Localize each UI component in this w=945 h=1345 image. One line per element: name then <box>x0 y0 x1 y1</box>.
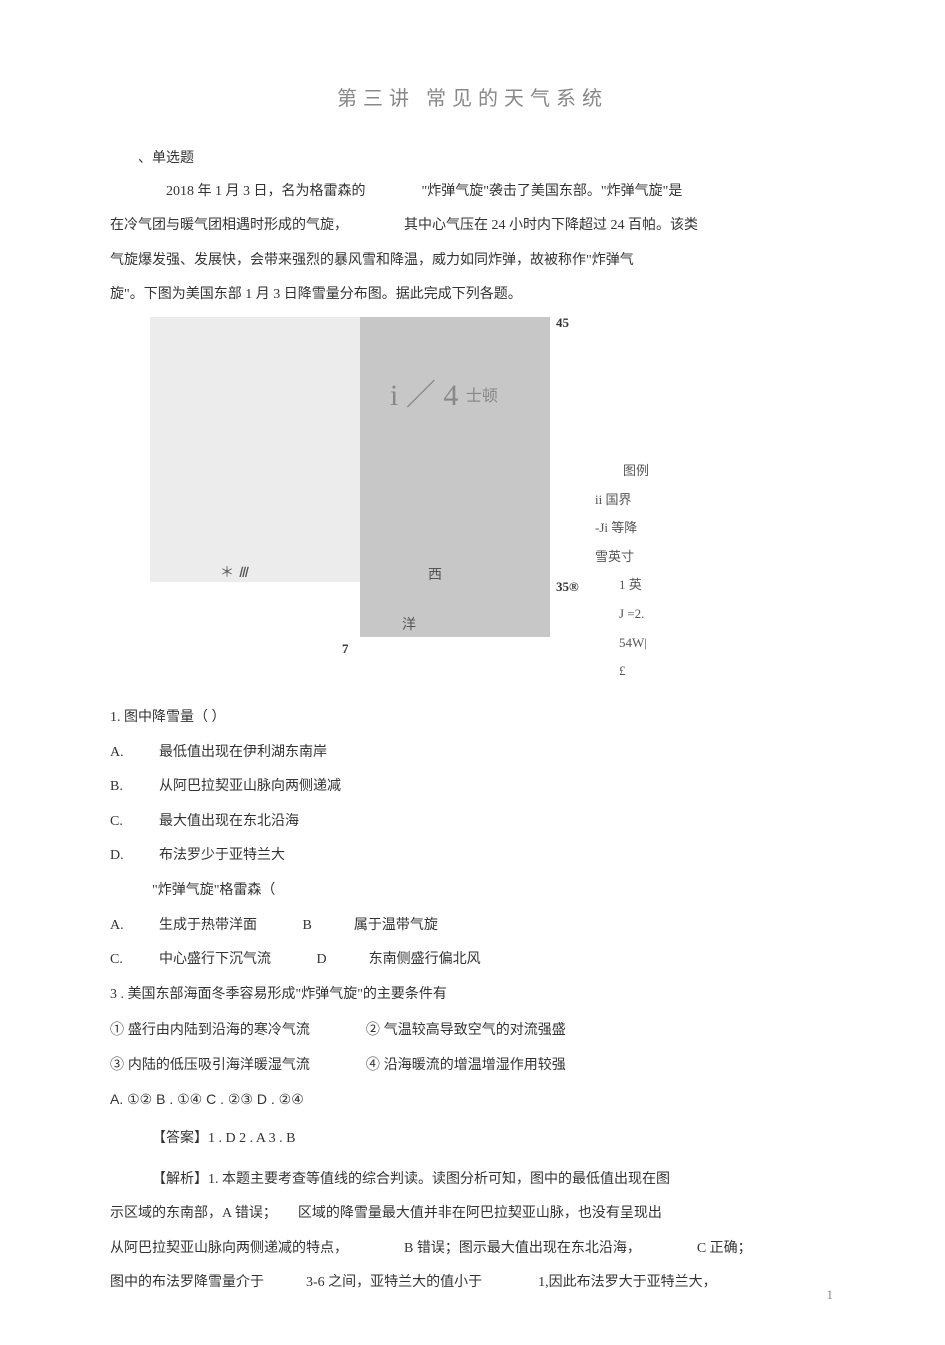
analysis-4a: 图中的布法罗降雪量介于 <box>110 1275 264 1290</box>
analysis-4b: 3-6 之间，亚特兰大的值小于 <box>306 1275 482 1290</box>
q2-c-text: 中心盛行下沉气流 <box>159 952 271 967</box>
intro-2a: 在冷气团与暖气团相遇时形成的气旋， <box>110 218 348 233</box>
map-label-i4: i ／ 4 士顿 <box>390 367 498 424</box>
q2-a-text: 生成于热带洋面 <box>159 918 257 933</box>
q1-opt-c: C.最大值出现在东北沿海 <box>110 809 835 836</box>
section-label: 、单选题 <box>110 146 835 173</box>
map-label-7: 7 <box>342 637 349 662</box>
answer-block: 【答案】1 . D 2 . A 3 . B <box>110 1126 835 1153</box>
q3-conds-34: ③ 内陆的低压吸引海洋暖湿气流 ④ 沿海暖流的增温增湿作用较强 <box>110 1051 835 1078</box>
q2-stem: "炸弹气旋"格雷森（ <box>152 878 835 905</box>
q2-b-text: 属于温带气旋 <box>354 918 438 933</box>
q3-c3: ③ 内陆的低压吸引海洋暖湿气流 <box>110 1056 310 1072</box>
analysis-3a: 从阿巴拉契亚山脉向两侧递减的特点， <box>110 1241 348 1256</box>
map-box-3 <box>150 452 360 582</box>
legend-line-1: ii 国界 <box>595 486 650 515</box>
q3-c4: ④ 沿海暖流的增温增湿作用较强 <box>366 1056 566 1072</box>
analysis-2b: 区域的降雪量最大值并非在阿巴拉契亚山脉，也没有呈现出 <box>298 1206 662 1221</box>
page-title: 第三讲 常见的天气系统 <box>110 80 835 118</box>
map-label-xi: 西 <box>428 563 442 590</box>
intro-1b: "炸弹气旋"袭击了美国东部。"炸弹气旋"是 <box>422 184 683 199</box>
analysis-line-3: 从阿巴拉契亚山脉向两侧递减的特点， B 错误；图示最大值出现在东北沿海， C 正确； <box>110 1236 835 1263</box>
map-box-5 <box>360 582 550 637</box>
q1-opt-a: A.最低值出现在伊利湖东南岸 <box>110 740 835 767</box>
q1-a-text: 最低值出现在伊利湖东南岸 <box>159 745 327 760</box>
analysis-3b: B 错误；图示最大值出现在东北沿海， <box>404 1241 641 1256</box>
map-label-45: 45 <box>556 311 569 336</box>
analysis-2a: 示区域的东南部，A 错误； <box>110 1206 277 1221</box>
map-label-35: 35® <box>556 575 579 600</box>
intro-line-4: 旋"。下图为美国东部 1 月 3 日降雪量分布图。据此完成下列各题。 <box>110 282 835 309</box>
q1-opt-b: B.从阿巴拉契亚山脉向两侧递减 <box>110 774 835 801</box>
analysis-4c: 1,因此布法罗大于亚特兰大， <box>538 1275 717 1290</box>
legend-title: 图例 <box>623 457 650 486</box>
map-legend: 图例 ii 国界 -Ji 等降雪英寸 1 英 J =2. 54W|£ <box>595 457 650 686</box>
intro-1a: 2018 年 1 月 3 日，名为格雷森的 <box>166 184 366 199</box>
page-number: 1 <box>827 1283 834 1308</box>
q3-c2: ② 气温较高导致空气的对流强盛 <box>366 1021 566 1037</box>
q3-conds-12: ① 盛行由内陆到沿海的寒冷气流 ② 气温较高导致空气的对流强盛 <box>110 1016 835 1043</box>
q1-c-text: 最大值出现在东北沿海 <box>159 814 299 829</box>
map-box-4 <box>360 452 550 582</box>
q2-opt-cd: C.中心盛行下沉气流 D东南侧盛行偏北风 <box>110 947 835 974</box>
map-label-yang: 洋 <box>402 613 416 640</box>
q1-b-text: 从阿巴拉契亚山脉向两侧递减 <box>159 779 341 794</box>
q1-d-text: 布法罗少于亚特兰大 <box>159 848 285 863</box>
snowfall-map-figure: i ／ 4 士顿 45 35® 7 ＊ Ⅲ 西 洋 图例 ii 国界 -Ji 等… <box>110 317 650 697</box>
legend-line-2: -Ji 等降雪英寸 <box>595 514 650 571</box>
legend-line-3: 1 英 J =2. 54W|£ <box>619 571 650 685</box>
intro-line-2: 在冷气团与暖气团相遇时形成的气旋， 其中心气压在 24 小时内下降超过 24 百帕… <box>110 213 835 240</box>
map-label-m: Ⅲ <box>238 561 248 588</box>
analysis-line-2: 示区域的东南部，A 错误； 区域的降雪量最大值并非在阿巴拉契亚山脉，也没有呈现出 <box>110 1201 835 1228</box>
q1-opt-d: D.布法罗少于亚特兰大 <box>110 843 835 870</box>
map-box-1 <box>150 317 360 452</box>
q1-stem: 1. 图中降雪量（ ） <box>110 705 835 732</box>
map-label-star: ＊ <box>220 561 234 588</box>
intro-line-1: 2018 年 1 月 3 日，名为格雷森的 "炸弹气旋"袭击了美国东部。"炸弹气旋… <box>110 179 835 206</box>
intro-line-3: 气旋爆发强、发展快，会带来强烈的暴风雪和降温，威力如同炸弹，故被称作"炸弹气 <box>110 248 835 275</box>
analysis-line-4: 图中的布法罗降雪量介于 3-6 之间，亚特兰大的值小于 1,因此布法罗大于亚特兰大， <box>110 1270 835 1297</box>
q3-stem: 3 . 美国东部海面冬季容易形成"炸弹气旋"的主要条件有 <box>110 982 835 1009</box>
q3-options: A. ①② B . ①④ C . ②③ D . ②④ <box>110 1086 835 1113</box>
analysis-line-1: 【解析】1. 本题主要考查等值线的综合判读。读图分析可知，图中的最低值出现在图 <box>110 1167 835 1194</box>
q3-c1: ① 盛行由内陆到沿海的寒冷气流 <box>110 1021 310 1037</box>
q2-d-text: 东南侧盛行偏北风 <box>369 952 481 967</box>
analysis-3c: C 正确； <box>697 1241 752 1256</box>
map-label-shidun: 士顿 <box>466 388 498 405</box>
q2-opt-ab: A.生成于热带洋面 B属于温带气旋 <box>110 913 835 940</box>
intro-2b: 其中心气压在 24 小时内下降超过 24 百帕。该类 <box>404 218 698 233</box>
map-i4-text: i ／ 4 <box>390 379 458 412</box>
